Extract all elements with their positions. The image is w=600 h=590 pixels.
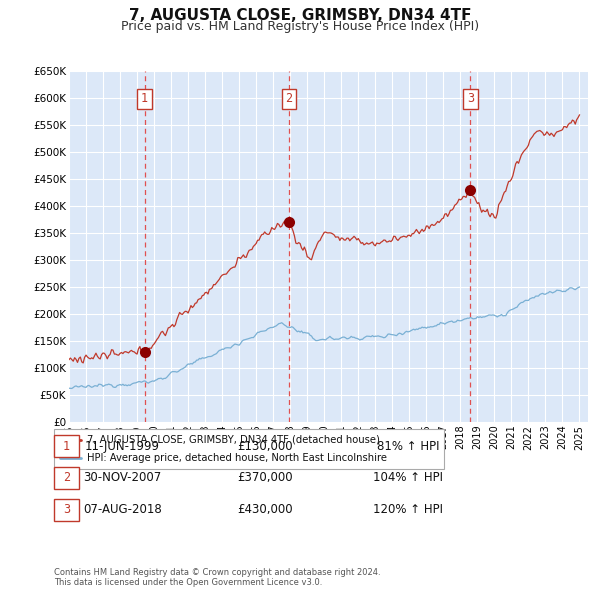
Bar xyxy=(54,499,79,521)
Text: 120% ↑ HPI: 120% ↑ HPI xyxy=(373,503,443,516)
Text: £370,000: £370,000 xyxy=(238,471,293,484)
Bar xyxy=(54,467,79,489)
Text: 07-AUG-2018: 07-AUG-2018 xyxy=(83,503,162,516)
Text: 3: 3 xyxy=(467,93,474,106)
Text: 3: 3 xyxy=(63,503,70,516)
Text: 30-NOV-2007: 30-NOV-2007 xyxy=(83,471,162,484)
Text: 1: 1 xyxy=(63,440,70,453)
Text: 11-JUN-1999: 11-JUN-1999 xyxy=(85,440,160,453)
Text: 104% ↑ HPI: 104% ↑ HPI xyxy=(373,471,443,484)
Text: 1: 1 xyxy=(141,93,148,106)
Text: 7, AUGUSTA CLOSE, GRIMSBY, DN34 4TF: 7, AUGUSTA CLOSE, GRIMSBY, DN34 4TF xyxy=(129,8,471,22)
Text: HPI: Average price, detached house, North East Lincolnshire: HPI: Average price, detached house, Nort… xyxy=(87,453,387,463)
Text: 7, AUGUSTA CLOSE, GRIMSBY, DN34 4TF (detached house): 7, AUGUSTA CLOSE, GRIMSBY, DN34 4TF (det… xyxy=(87,435,380,445)
Text: 2: 2 xyxy=(285,93,292,106)
Text: 2: 2 xyxy=(63,471,70,484)
Text: £130,000: £130,000 xyxy=(238,440,293,453)
Text: £430,000: £430,000 xyxy=(238,503,293,516)
Text: Price paid vs. HM Land Registry's House Price Index (HPI): Price paid vs. HM Land Registry's House … xyxy=(121,20,479,33)
Text: 81% ↑ HPI: 81% ↑ HPI xyxy=(377,440,439,453)
Text: Contains HM Land Registry data © Crown copyright and database right 2024.
This d: Contains HM Land Registry data © Crown c… xyxy=(54,568,380,587)
Bar xyxy=(54,435,79,457)
